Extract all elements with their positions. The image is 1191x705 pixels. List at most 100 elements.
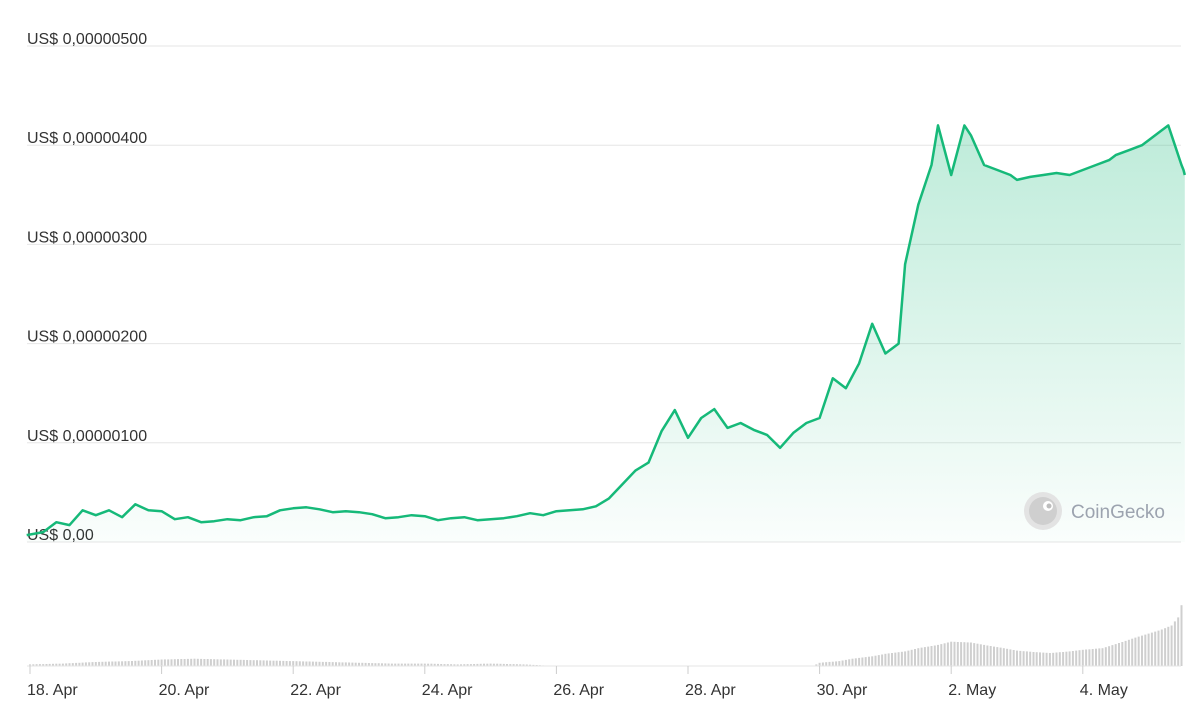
volume-bar — [325, 661, 328, 666]
volume-bar — [1062, 652, 1065, 666]
volume-bar — [407, 663, 410, 666]
volume-bar — [265, 660, 268, 666]
volume-bar — [460, 664, 462, 666]
volume-bar — [262, 660, 265, 666]
volume-bar — [983, 644, 986, 666]
volume-bar — [226, 659, 229, 666]
volume-bar — [315, 661, 318, 666]
volume-bar — [466, 664, 469, 666]
volume-bar — [1173, 621, 1176, 666]
volume-bar — [897, 652, 900, 666]
volume-bar — [61, 663, 64, 666]
volume-bar — [910, 649, 913, 666]
volume-bar — [887, 653, 890, 666]
volume-bar — [413, 663, 416, 666]
volume-bar — [440, 664, 443, 666]
volume-bar — [52, 663, 54, 666]
volume-bar — [117, 661, 120, 666]
volume-bar — [98, 661, 101, 666]
volume-bar — [1147, 633, 1150, 666]
volume-bar — [1042, 652, 1045, 666]
volume-bar — [206, 659, 209, 666]
volume-bar — [364, 662, 367, 666]
volume-bar — [246, 660, 249, 666]
volume-bar — [358, 662, 360, 666]
volume-bar — [1124, 640, 1127, 666]
volume-bar — [288, 661, 291, 666]
volume-bar — [1052, 652, 1055, 666]
volume-bar — [58, 663, 61, 666]
volume-bar — [502, 663, 505, 666]
volume-bar — [292, 661, 295, 666]
volume-bar — [864, 657, 867, 666]
volume-bar — [871, 656, 874, 666]
volume-bar — [420, 663, 423, 666]
volume-bar — [851, 658, 854, 666]
volume-bar — [933, 645, 936, 666]
volume-bar — [969, 642, 972, 666]
volume-bar — [354, 662, 357, 666]
price-area — [26, 125, 1185, 543]
volume-bar — [1029, 651, 1032, 666]
volume-bar — [223, 659, 226, 666]
volume-bar — [1101, 648, 1104, 666]
volume-bar — [213, 659, 216, 666]
volume-bar — [854, 658, 857, 666]
x-axis-ticks: 18. Apr 20. Apr 22. Apr 24. Apr 26. Apr 28. A… — [27, 666, 1128, 699]
volume-bar — [825, 662, 828, 666]
volume-bar — [456, 664, 459, 666]
volume-bar — [305, 661, 308, 666]
volume-bar — [815, 664, 818, 666]
volume-bar — [308, 661, 311, 666]
volume-bar — [111, 661, 114, 666]
volume-bar — [311, 661, 314, 666]
volume-bar — [489, 663, 492, 666]
volume-bar — [904, 651, 907, 666]
watermark-text: CoinGecko — [1071, 502, 1165, 523]
volume-bar — [861, 657, 864, 666]
volume-bar — [318, 661, 321, 666]
volume-bar — [874, 655, 877, 666]
volume-bar — [45, 664, 48, 666]
volume-bar — [124, 661, 127, 666]
volume-bar — [1016, 650, 1018, 666]
volume-bar — [167, 659, 170, 666]
volume-bar — [65, 663, 68, 666]
volume-bar — [868, 656, 870, 666]
volume-bar — [1141, 635, 1143, 666]
volume-bar — [519, 664, 522, 666]
volume-bar — [209, 659, 212, 666]
volume-bar — [170, 659, 173, 666]
volume-bar — [1134, 637, 1137, 666]
volume-bar — [443, 664, 446, 666]
volume-bar — [137, 660, 140, 666]
volume-bar — [1154, 631, 1157, 666]
volume-bar — [1002, 648, 1005, 666]
volume-bar — [183, 659, 186, 666]
volume-bar — [200, 658, 203, 666]
volume-bar — [1006, 648, 1009, 666]
volume-bar — [979, 644, 982, 666]
volume-bar — [150, 660, 153, 666]
volume-bar — [279, 660, 281, 666]
x-tick-label: 30. Apr — [817, 682, 868, 699]
volume-bar — [147, 660, 150, 666]
volume-bar — [1022, 651, 1025, 666]
volume-bar — [269, 660, 272, 666]
volume-bar — [920, 647, 923, 666]
volume-bar — [71, 663, 74, 666]
volume-bar — [1025, 651, 1028, 666]
volume-bar — [108, 661, 110, 666]
volume-bar — [35, 664, 38, 666]
volume-bar — [68, 663, 71, 666]
volume-bar — [914, 649, 916, 666]
volume-bar — [966, 642, 969, 666]
volume-bar — [884, 653, 887, 666]
volume-bar — [55, 663, 58, 666]
volume-bar — [331, 662, 334, 666]
volume-bar — [121, 661, 124, 666]
volume-bar — [937, 644, 939, 666]
volume-bar — [216, 659, 219, 666]
volume-bar — [900, 651, 903, 666]
volume-bar — [427, 663, 430, 666]
